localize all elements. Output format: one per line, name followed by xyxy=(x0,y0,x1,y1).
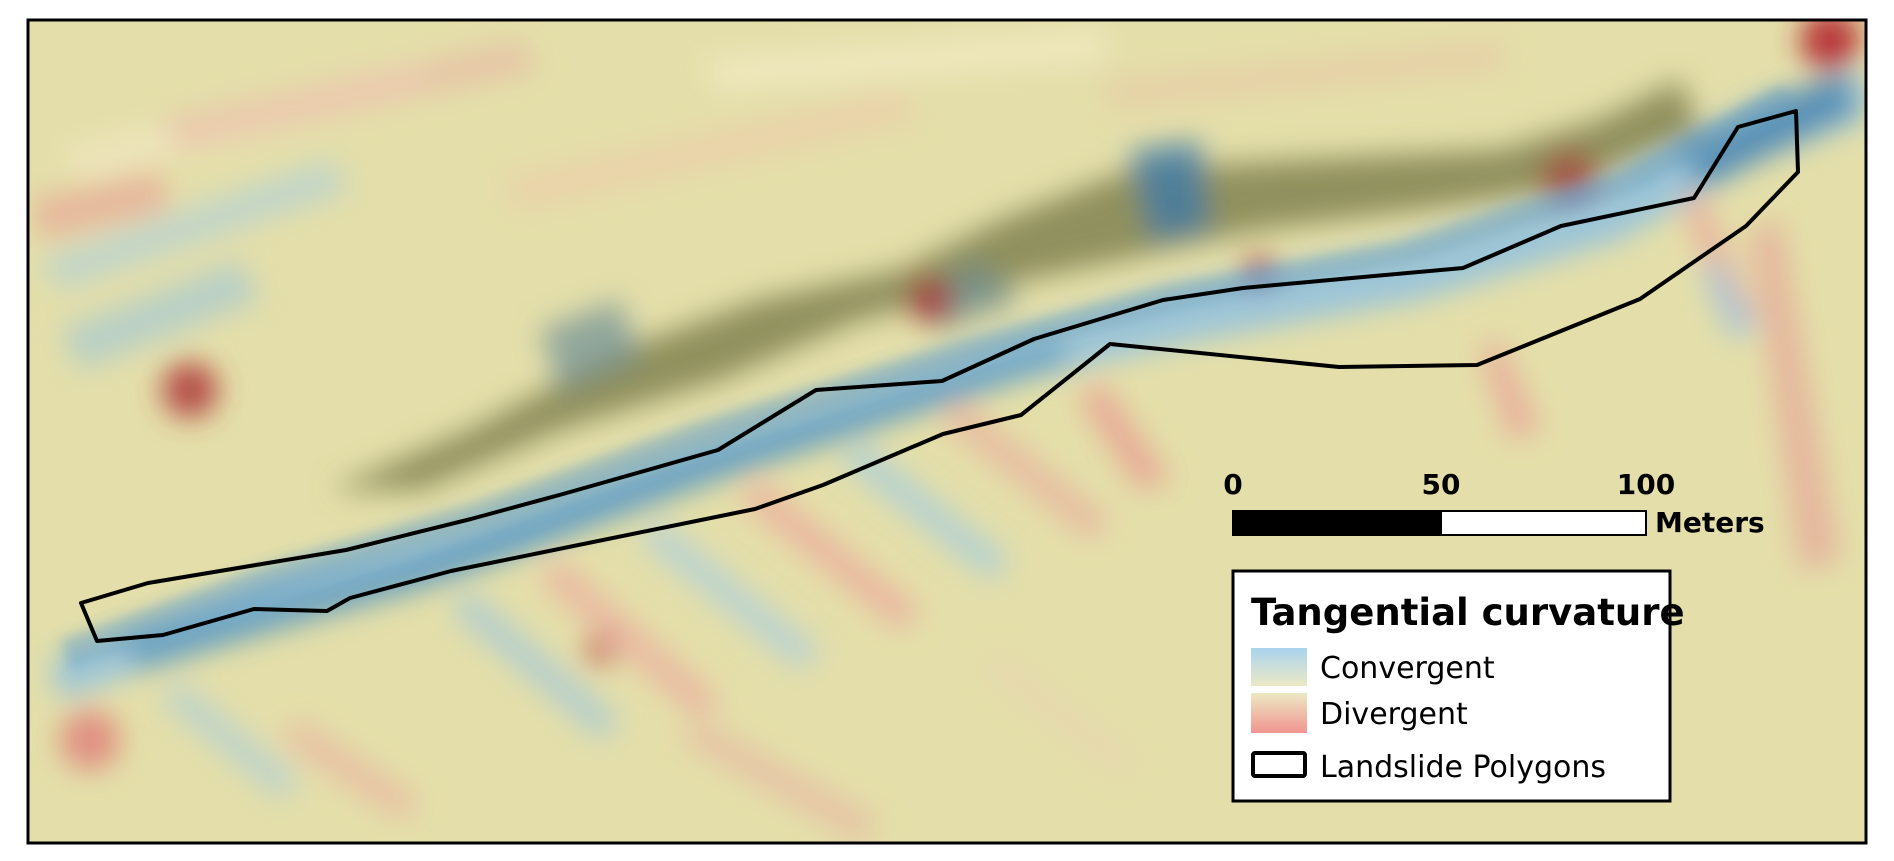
scale-bar-black-segment xyxy=(1233,511,1441,535)
legend: Tangential curvature Convergent Divergen… xyxy=(1231,569,1685,803)
scale-bar: 0 50 100 Meters xyxy=(1223,468,1764,539)
legend-item-landslide-polygons: Landslide Polygons xyxy=(1320,750,1606,785)
scale-bar-white-segment xyxy=(1440,510,1647,536)
legend-item-divergent: Divergent xyxy=(1320,697,1468,732)
legend-item-convergent: Convergent xyxy=(1320,651,1495,686)
divergent-gradient-icon xyxy=(1251,693,1307,733)
scale-tick-50: 50 xyxy=(1422,468,1461,501)
scale-tick-0: 0 xyxy=(1223,468,1242,501)
landslide-polygon xyxy=(79,109,1800,643)
legend-title: Tangential curvature xyxy=(1251,591,1685,634)
scale-tick-100: 100 xyxy=(1617,468,1675,501)
curvature-raster xyxy=(28,20,1866,843)
landslide-polygons xyxy=(79,109,1800,643)
convergent-gradient-icon xyxy=(1251,648,1307,686)
scale-units: Meters xyxy=(1655,506,1765,539)
map-frame xyxy=(26,18,1868,845)
polygon-outline-icon xyxy=(1251,751,1307,778)
